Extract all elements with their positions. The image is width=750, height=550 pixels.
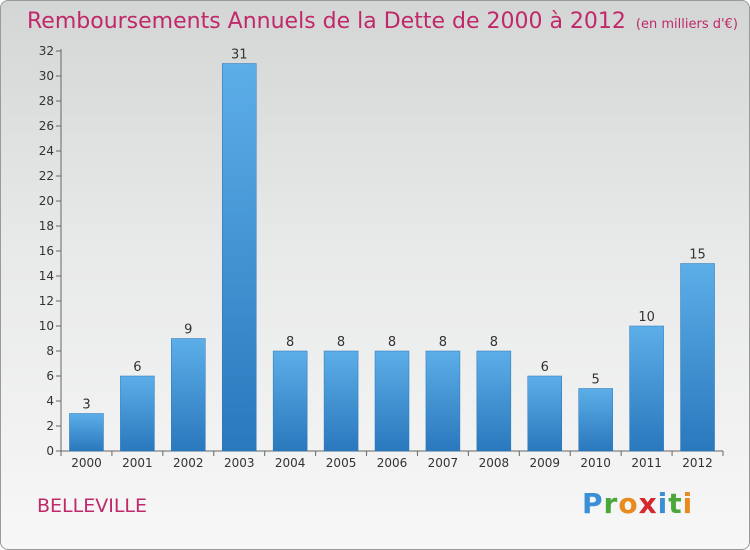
y-tick-label: 26: [39, 119, 54, 133]
bar: [272, 350, 308, 452]
x-tick-label: 2007: [428, 456, 459, 470]
bar: [374, 350, 410, 452]
bar-value-label: 8: [337, 335, 345, 350]
y-tick-label: 12: [39, 294, 54, 308]
logo-letter: i: [682, 487, 694, 520]
bar-value-label: 9: [184, 323, 192, 338]
y-tick-label: 32: [39, 44, 54, 58]
y-tick-label: 4: [46, 394, 54, 408]
x-tick-label: 2003: [224, 456, 255, 470]
logo-letter: o: [618, 487, 639, 520]
y-tick-label: 2: [46, 419, 54, 433]
x-tick-label: 2011: [631, 456, 662, 470]
x-tick-label: 2012: [682, 456, 713, 470]
logo-letter: i: [657, 487, 669, 520]
bar: [425, 350, 461, 452]
x-tick-label: 2010: [580, 456, 611, 470]
y-tick-label: 8: [46, 344, 54, 358]
bar-value-label: 15: [689, 248, 706, 263]
logo-letter: x: [638, 487, 658, 520]
y-tick-label: 20: [39, 194, 54, 208]
chart-subtitle: (en milliers d'€): [635, 17, 738, 32]
bar: [171, 338, 206, 452]
bar: [527, 375, 563, 452]
x-tick-label: 2001: [122, 456, 153, 470]
y-tick-label: 28: [39, 94, 54, 108]
y-tick-label: 18: [39, 219, 54, 233]
bar: [323, 350, 359, 452]
chart-title-block: Remboursements Annuels de la Dette de 20…: [27, 9, 738, 34]
y-tick-label: 6: [46, 369, 54, 383]
bar: [578, 388, 613, 452]
x-tick-label: 2009: [529, 456, 560, 470]
bar-value-label: 10: [638, 310, 655, 325]
commune-name: BELLEVILLE: [37, 495, 147, 517]
bar-value-label: 8: [388, 335, 396, 350]
y-tick-label: 30: [39, 69, 54, 83]
bar: [476, 350, 512, 452]
bar: [629, 325, 664, 452]
y-tick-label: 22: [39, 169, 54, 183]
bar-value-label: 6: [133, 360, 141, 375]
bar: [680, 263, 715, 452]
y-tick-label: 14: [39, 269, 54, 283]
bar: [120, 375, 155, 452]
y-tick-label: 0: [46, 444, 54, 458]
x-tick-label: 2008: [479, 456, 510, 470]
logo-letter: r: [603, 487, 619, 520]
bar-value-label: 6: [541, 360, 549, 375]
bar: [69, 413, 104, 452]
bar-value-label: 8: [286, 335, 294, 350]
x-tick-label: 2004: [275, 456, 306, 470]
logo-letter: P: [582, 487, 604, 520]
bar-value-label: 8: [490, 335, 498, 350]
proxiti-logo: Proxiti: [582, 487, 693, 520]
x-tick-label: 2000: [71, 456, 102, 470]
bar-value-label: 3: [82, 398, 90, 413]
y-tick-label: 10: [39, 319, 54, 333]
x-tick-label: 2005: [326, 456, 357, 470]
x-tick-label: 2002: [173, 456, 204, 470]
bar: [221, 63, 257, 452]
y-tick-label: 24: [39, 144, 54, 158]
logo-letter: t: [668, 487, 683, 520]
bar-value-label: 31: [231, 48, 248, 63]
bar-value-label: 5: [592, 373, 600, 388]
bar-value-label: 8: [439, 335, 447, 350]
x-tick-label: 2006: [377, 456, 408, 470]
chart-title: Remboursements Annuels de la Dette de 20…: [27, 9, 626, 34]
y-tick-label: 16: [39, 244, 54, 258]
